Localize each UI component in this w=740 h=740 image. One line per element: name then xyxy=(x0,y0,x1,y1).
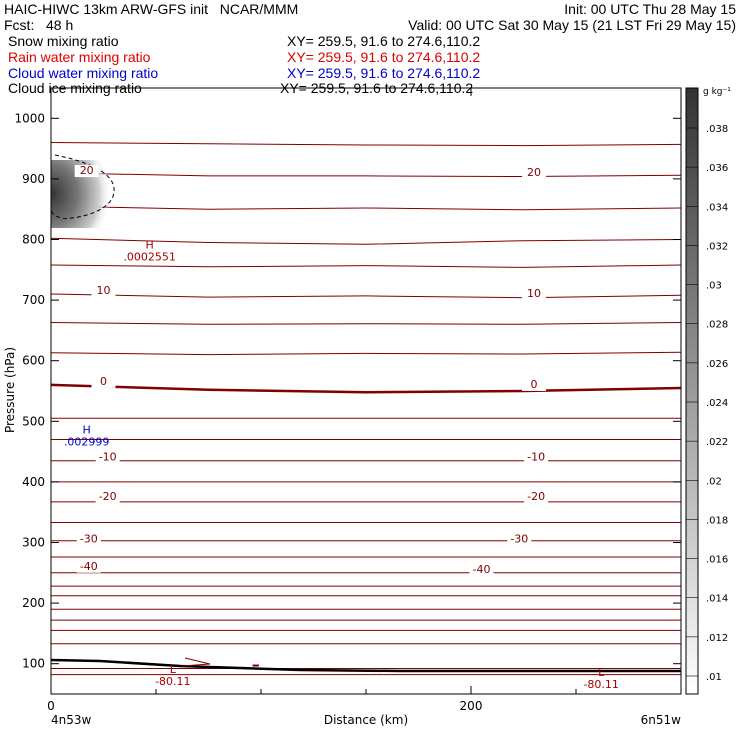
surface-isotherm xyxy=(181,657,211,667)
label-backdrop xyxy=(522,166,546,179)
colorbar-tick-label: .03 xyxy=(706,281,722,292)
extremum-marker: H xyxy=(146,239,154,252)
colorbar-tick-label: .036 xyxy=(706,163,728,174)
x-tick-label: 0 xyxy=(47,699,55,713)
terrain-line xyxy=(50,658,681,673)
extremum-value: -80.11 xyxy=(155,675,190,688)
label-backdrop xyxy=(91,285,116,298)
colorbar-tick-label: .022 xyxy=(706,437,728,448)
isotherm-label: 0 xyxy=(100,375,107,388)
field-name-cloud-water: Cloud water mixing ratio xyxy=(8,65,159,81)
colorbar-tick-label: .028 xyxy=(706,320,728,331)
label-backdrop xyxy=(469,563,494,576)
label-backdrop xyxy=(524,491,549,504)
isotherm-label: -10 xyxy=(527,451,545,464)
isotherm-label: 10 xyxy=(527,287,541,300)
isotherm-label: 10 xyxy=(97,284,111,297)
header-valid: Valid: 00 UTC Sat 30 May 15 (21 LST Fri … xyxy=(408,17,736,33)
colorbar-tick-label: .024 xyxy=(706,398,728,409)
isotherm-line xyxy=(50,383,682,394)
isotherm-label: -10 xyxy=(99,451,117,464)
x-right-location: 6n51w xyxy=(641,713,682,727)
x-tick-label: 200 xyxy=(460,699,483,713)
colorbar-tick-label: .01 xyxy=(706,672,722,683)
isotherm-label: 20 xyxy=(80,164,94,177)
y-tick-label: 700 xyxy=(22,293,45,307)
label-backdrop xyxy=(95,451,120,464)
extremum-marker: L xyxy=(598,666,605,679)
x-left-location: 4n53w xyxy=(51,713,92,727)
field-xy-rain: XY= 259.5, 91.6 to 274.6,110.2 xyxy=(287,49,481,65)
y-axis-label: Pressure (hPa) xyxy=(3,347,17,433)
y-tick-label: 300 xyxy=(22,536,45,550)
header-fcst: Fcst: 48 h xyxy=(4,17,74,33)
label-backdrop xyxy=(522,288,546,301)
colorbar xyxy=(685,87,699,695)
header-title: HAIC-HIWC 13km ARW-GFS init NCAR/MMM xyxy=(4,1,299,17)
colorbar-tick-label: .016 xyxy=(706,555,728,566)
colorbar-tick-label: .026 xyxy=(706,359,728,370)
isotherm-line xyxy=(50,172,682,178)
label-backdrop xyxy=(95,491,120,504)
colorbar-tick-label: .02 xyxy=(706,476,722,487)
x-axis-label: Distance (km) xyxy=(324,713,408,727)
isotherm-line xyxy=(50,293,682,299)
isotherm-label: 20 xyxy=(527,166,541,179)
isotherm-line xyxy=(50,237,682,245)
isotherm-label: -30 xyxy=(510,533,528,546)
isotherm-label: -40 xyxy=(473,563,491,576)
y-tick-label: 1000 xyxy=(14,111,45,125)
y-tick-label: 600 xyxy=(22,354,45,368)
extremum-value: .0002551 xyxy=(123,251,176,264)
y-tick-label: 500 xyxy=(22,414,45,428)
colorbar-tick-label: .038 xyxy=(706,124,728,135)
label-backdrop xyxy=(76,560,101,573)
header-init: Init: 00 UTC Thu 28 May 15 xyxy=(564,1,736,17)
y-tick-label: 100 xyxy=(22,657,45,671)
label-backdrop xyxy=(74,165,99,178)
y-tick-label: 800 xyxy=(22,233,45,247)
label-backdrop xyxy=(91,375,116,388)
isotherm-line xyxy=(50,322,682,325)
colorbar-tick-label: .032 xyxy=(706,241,728,252)
label-backdrop xyxy=(507,533,532,546)
colorbar-unit: g kg⁻¹ xyxy=(703,87,731,97)
isotherm-line xyxy=(50,264,682,268)
extremum-value: .002999 xyxy=(64,435,110,448)
field-xy-cloud-water: XY= 259.5, 91.6 to 274.6,110.2 xyxy=(287,65,481,81)
label-backdrop xyxy=(76,533,101,546)
isotherm-label: -20 xyxy=(527,490,545,503)
isotherm-label: -40 xyxy=(80,560,98,573)
y-tick-label: 400 xyxy=(22,475,45,489)
extremum-marker: L xyxy=(170,663,177,676)
isotherm-line xyxy=(50,205,682,211)
y-tick-label: 900 xyxy=(22,172,45,186)
isotherm-line xyxy=(50,142,682,147)
extremum-marker: H xyxy=(83,423,91,436)
label-backdrop xyxy=(522,378,546,391)
field-xy-snow: XY= 259.5, 91.6 to 274.6,110.2 xyxy=(287,33,481,49)
colorbar-tick-label: .034 xyxy=(706,202,728,213)
label-backdrop xyxy=(524,451,549,464)
colorbar-tick-label: .018 xyxy=(706,515,728,526)
isotherm-label: -20 xyxy=(99,490,117,503)
isotherm-line xyxy=(50,351,682,356)
field-name-snow: Snow mixing ratio xyxy=(8,33,119,49)
extremum-value: -80.11 xyxy=(583,678,618,691)
field-name-rain: Rain water mixing ratio xyxy=(8,49,151,65)
colorbar-tick-label: .012 xyxy=(706,633,728,644)
isotherm-label: 0 xyxy=(531,378,538,391)
y-tick-label: 200 xyxy=(22,596,45,610)
isotherm-label: -30 xyxy=(80,533,98,546)
colorbar-tick-label: .014 xyxy=(706,594,728,605)
